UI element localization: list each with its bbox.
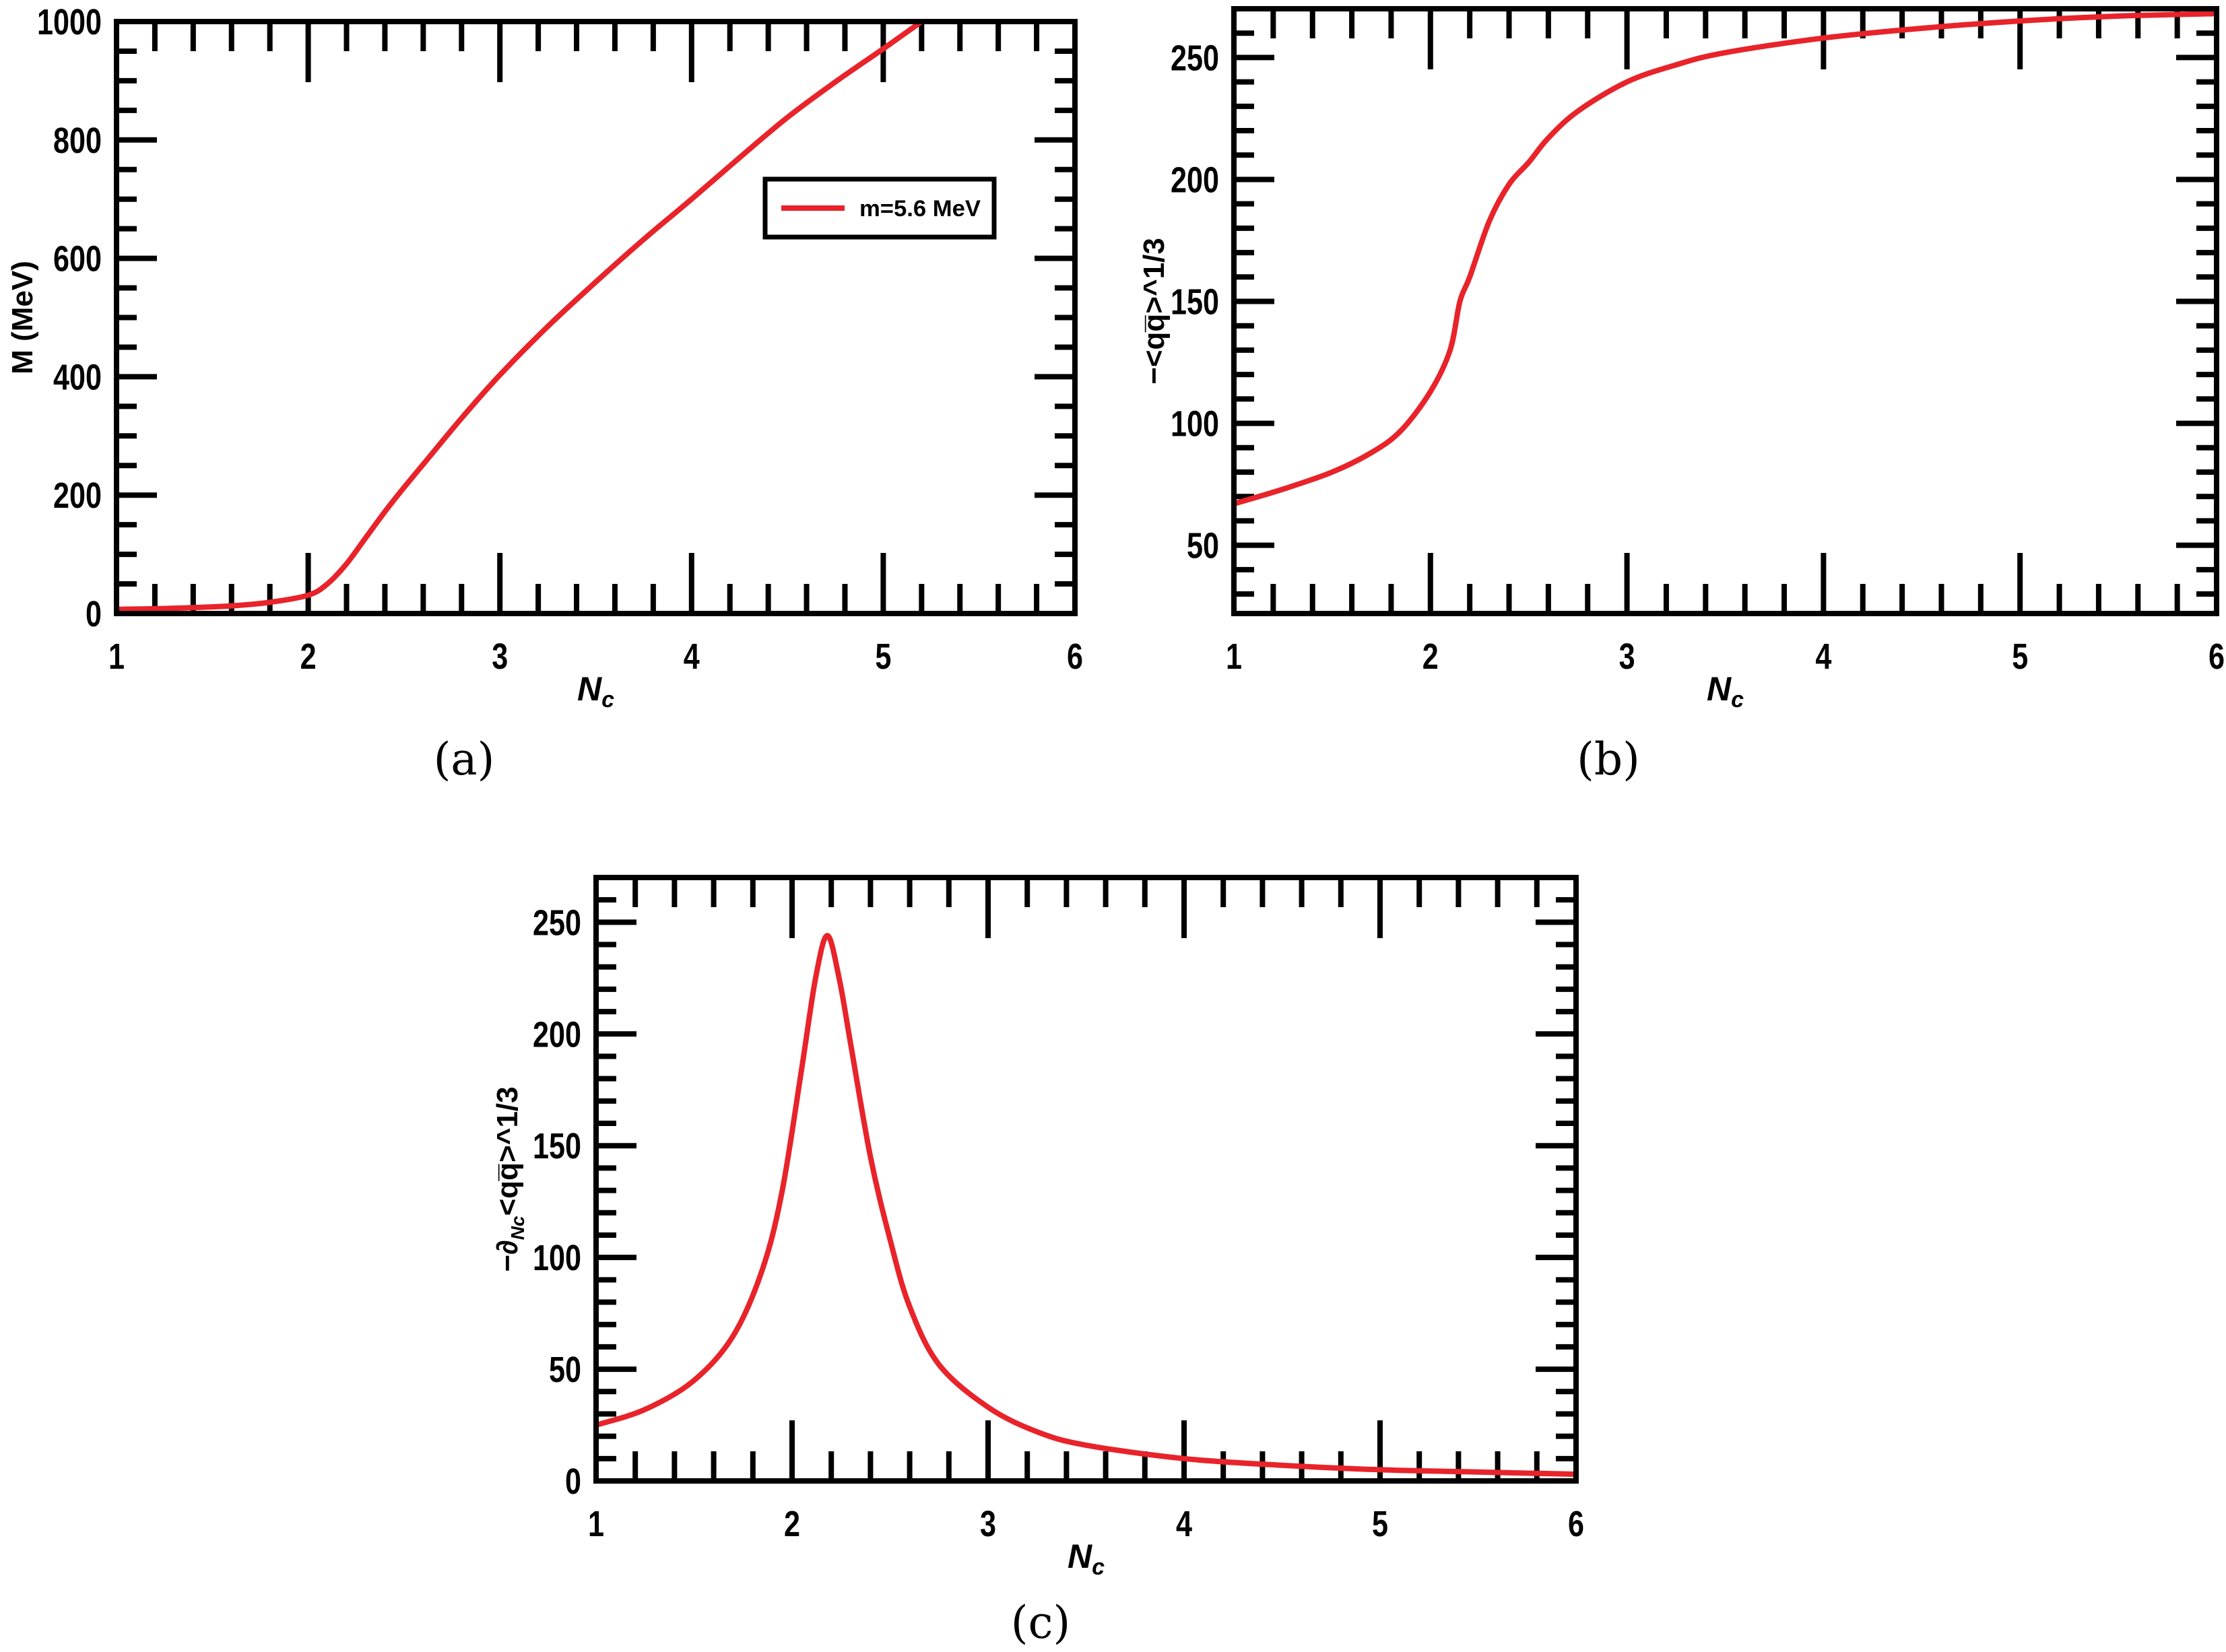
x-tick-label: 6: [1067, 636, 1083, 677]
plot-frame: [1231, 6, 2219, 616]
x-axis-label-main: N: [577, 670, 602, 708]
x-tick-label: 3: [1619, 636, 1635, 677]
x-axis-label: Nc: [1068, 1538, 1105, 1580]
series-line: [595, 933, 1577, 1478]
y-axis-label: M (MeV): [6, 261, 39, 374]
x-tick-label: 4: [684, 636, 700, 677]
y-tick-label: 100: [533, 1238, 581, 1278]
x-tick-label: 2: [1422, 636, 1439, 677]
x-tick-label: 3: [492, 636, 508, 677]
series-line: [1233, 11, 2217, 506]
y-axis-label-main: M (MeV): [6, 261, 39, 374]
y-tick-label: 50: [549, 1350, 581, 1390]
x-axis-label: Nc: [577, 670, 614, 713]
x-axis-label-main: N: [1707, 670, 1732, 708]
x-tick-label: 6: [1568, 1504, 1584, 1544]
y-tick-label: 400: [53, 357, 102, 397]
y-tick-label: 600: [53, 239, 102, 279]
plot-frame: [593, 875, 1579, 1484]
legend-label: m=5.6 MeV: [859, 196, 981, 222]
x-axis-label-sub: c: [1731, 687, 1744, 713]
y-tick-label: 200: [53, 475, 102, 516]
chart-a: 1 2 3 4 5 6 0 200 400 600 800 1000 Nc M (MeV) (a) m=5.6…: [6, 2, 1083, 785]
x-axis-label-sub: c: [601, 687, 614, 713]
y-axis-label-main: −∂: [491, 1240, 524, 1271]
y-tick-label: 150: [533, 1126, 581, 1166]
chart-b: 1 2 3 4 5 6 50 100 150 200 250 Nc −<qq̅>^1/3 (b): [1138, 6, 2225, 785]
x-tick-label: 5: [875, 636, 891, 677]
x-axis-label-sub: c: [1092, 1554, 1105, 1580]
y-axis-label-suffix: <qq̅>^1/3: [491, 1086, 524, 1216]
y-tick-label: 0: [565, 1461, 581, 1502]
x-axis-label: Nc: [1707, 670, 1744, 713]
x-tick-label: 4: [1176, 1504, 1192, 1544]
x-tick-label: 5: [1372, 1504, 1388, 1544]
y-tick-label: 50: [1187, 526, 1219, 566]
subfigure-caption: (a): [434, 733, 495, 785]
y-axis-label: −<qq̅>^1/3: [1138, 238, 1171, 385]
y-axis-label-main: −<qq̅>^1/3: [1138, 238, 1171, 385]
y-tick-label: 1000: [37, 2, 102, 42]
legend: m=5.6 MeV: [762, 176, 997, 240]
x-tick-label: 1: [108, 636, 125, 677]
y-tick-label: 0: [86, 594, 102, 634]
x-tick-label: 2: [784, 1504, 800, 1544]
y-tick-label: 800: [53, 121, 102, 161]
series-line: [116, 19, 923, 612]
y-axis-label: −∂Nc<qq̅>^1/3: [491, 1086, 528, 1271]
x-tick-label: 2: [300, 636, 317, 677]
y-tick-label: 250: [533, 902, 581, 943]
x-tick-label: 6: [2208, 636, 2225, 677]
subfigure-caption: (c): [1011, 1597, 1070, 1649]
x-tick-label: 1: [588, 1504, 604, 1544]
x-tick-label: 5: [2012, 636, 2028, 677]
x-axis-label-main: N: [1068, 1538, 1092, 1575]
x-tick-label: 3: [980, 1504, 996, 1544]
y-tick-label: 150: [1171, 282, 1219, 323]
y-tick-label: 200: [1171, 160, 1219, 200]
y-axis-label-sub: Nc: [507, 1216, 528, 1240]
y-tick-label: 250: [1171, 38, 1219, 78]
y-tick-label: 200: [533, 1014, 581, 1055]
subfigure-caption: (b): [1577, 733, 1640, 785]
y-tick-label: 100: [1171, 404, 1219, 444]
plot-frame: [114, 19, 1078, 616]
x-tick-label: 4: [1815, 636, 1831, 677]
x-tick-label: 1: [1226, 636, 1242, 677]
